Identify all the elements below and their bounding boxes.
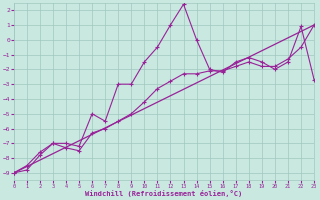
- X-axis label: Windchill (Refroidissement éolien,°C): Windchill (Refroidissement éolien,°C): [85, 190, 243, 197]
